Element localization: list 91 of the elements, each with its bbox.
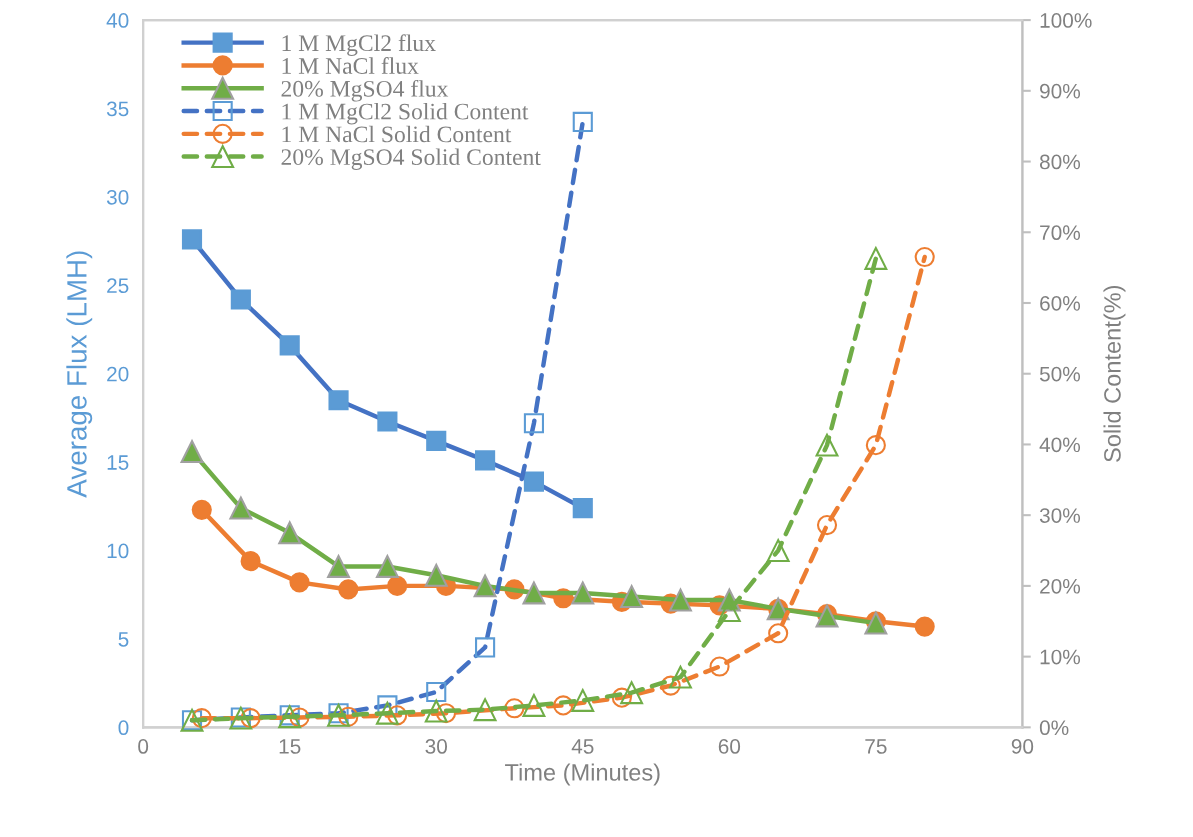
point <box>669 588 692 612</box>
x-axis-title: Time (Minutes) <box>505 763 660 786</box>
legend-label: 1 M NaCl flux <box>282 57 419 74</box>
point <box>426 430 447 451</box>
point <box>289 707 310 728</box>
point <box>766 539 790 562</box>
point <box>815 433 839 457</box>
point <box>424 699 448 723</box>
x-tick-label: 30 <box>425 739 448 754</box>
y2-tick-label: 30% <box>1039 508 1081 523</box>
point <box>240 708 261 729</box>
point <box>191 708 212 729</box>
point <box>229 496 253 520</box>
point <box>230 289 251 310</box>
y2-tick-label: 10% <box>1040 649 1081 665</box>
point <box>387 705 408 726</box>
point <box>289 572 310 593</box>
y2-axis-title: Solid Content(%) <box>1103 285 1126 462</box>
x-tick-label: 45 <box>571 739 594 754</box>
point <box>375 701 399 725</box>
point <box>424 563 448 587</box>
point <box>709 656 730 677</box>
legend-label: 1 M NaCl Solid Content <box>282 125 512 143</box>
legend-label: 1 M MgCl2 flux <box>282 34 436 56</box>
point <box>572 498 593 519</box>
point <box>504 698 525 719</box>
x-tick-label: 90 <box>1011 739 1034 754</box>
point <box>475 637 496 658</box>
point <box>522 581 546 605</box>
y2-tick-label: 50% <box>1039 366 1081 382</box>
point <box>865 435 886 456</box>
point <box>181 229 203 250</box>
y-tick-label: 35 <box>106 101 129 117</box>
point <box>375 554 399 578</box>
y-tick-label: 10 <box>107 543 129 559</box>
point <box>523 413 544 434</box>
point <box>377 411 398 432</box>
y2-tick-label: 100% <box>1040 13 1092 28</box>
legend-label: 1 M MgCl2 Solid Content <box>282 102 529 125</box>
point <box>278 521 302 545</box>
y2-tick-label: 90% <box>1040 83 1081 99</box>
point <box>327 554 350 578</box>
point <box>473 574 497 598</box>
x-tick-label: 15 <box>279 739 301 754</box>
point <box>572 111 593 132</box>
point <box>279 335 300 356</box>
y2-tick-label: 80% <box>1039 154 1081 170</box>
y-tick-label: 0 <box>118 720 129 736</box>
point <box>426 681 447 703</box>
y-tick-label: 5 <box>118 632 129 647</box>
y-tick-label: 40 <box>106 13 129 28</box>
x-tick-label: 60 <box>718 739 741 754</box>
point <box>523 471 544 492</box>
point <box>669 665 692 689</box>
point <box>522 693 546 717</box>
point <box>620 681 644 705</box>
y-tick-label: 25 <box>107 278 129 294</box>
point <box>435 703 457 724</box>
y2-tick-label: 40% <box>1039 437 1081 453</box>
y-axis-title: Average Flux (LMH) <box>66 251 93 498</box>
point <box>338 579 359 600</box>
point <box>816 515 838 536</box>
point <box>553 695 574 716</box>
point <box>914 246 935 268</box>
point <box>473 698 497 722</box>
point <box>240 551 261 572</box>
point <box>864 246 888 270</box>
point <box>620 585 644 608</box>
x-tick-label: 75 <box>865 739 887 754</box>
point <box>191 499 212 520</box>
point <box>914 616 935 637</box>
legend-label: 20% MgSO4 flux <box>281 79 449 102</box>
y2-tick-label: 20% <box>1040 578 1081 594</box>
point <box>611 687 632 708</box>
point <box>328 390 349 411</box>
y-tick-label: 20 <box>107 366 129 382</box>
point <box>571 581 595 605</box>
y-tick-label: 15 <box>107 455 129 470</box>
point <box>387 575 408 596</box>
point <box>660 675 681 696</box>
point <box>338 706 359 727</box>
point <box>768 623 789 644</box>
y-tick-label: 30 <box>106 189 129 205</box>
x-tick-label: 0 <box>138 739 149 754</box>
y2-tick-label: 70% <box>1040 225 1081 241</box>
point <box>180 440 204 463</box>
y2-tick-label: 60% <box>1040 296 1081 311</box>
legend-label: 20% MgSO4 Solid Content <box>281 148 541 170</box>
point <box>475 450 496 471</box>
point <box>571 689 595 712</box>
y2-tick-label: 0% <box>1039 720 1069 736</box>
